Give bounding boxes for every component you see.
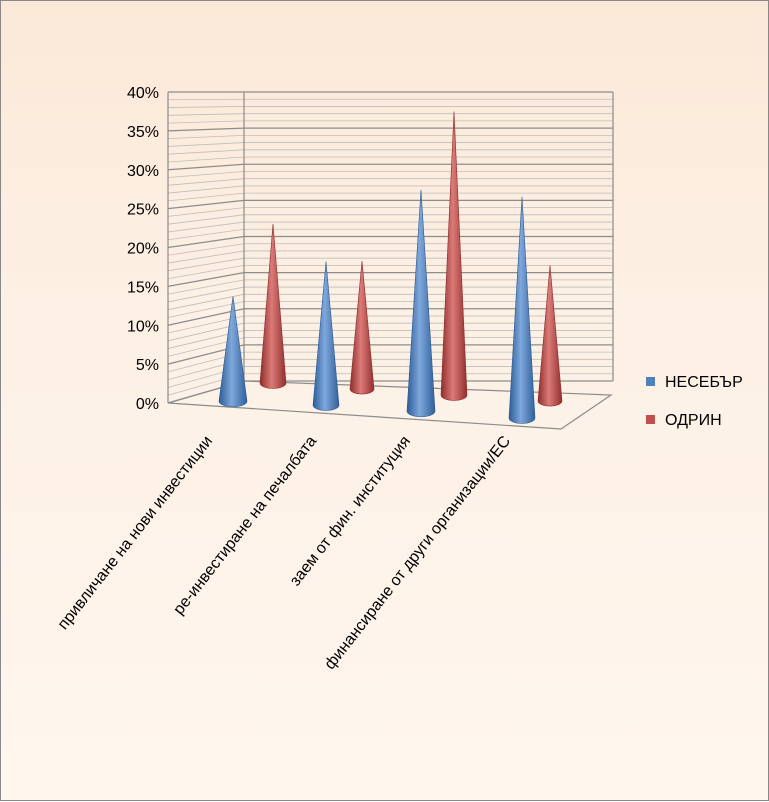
floor-plane [167,380,613,430]
major-gridline [167,127,613,132]
minor-gridline [167,178,613,186]
major-gridline [167,163,613,171]
legend-label: ОДРИН [665,412,722,429]
y-tick-label: 40% [127,85,159,102]
y-tick-label: 0% [136,396,159,413]
minor-gridline [167,185,613,194]
cone-mark [349,261,375,395]
minor-gridline [167,142,613,147]
minor-gridline [167,257,613,272]
cone-body [259,223,287,389]
cone-mark [259,223,287,389]
category-label: финансиране от други организации/ЕС [322,433,515,673]
y-tick-label: 20% [127,241,159,258]
y-tick-label: 30% [127,163,159,180]
cone-body [349,261,375,395]
minor-gridline [167,250,613,264]
cone-body [440,111,468,401]
y-tick-label: 15% [127,279,159,296]
minor-gridline [167,171,613,178]
legend-swatch [646,415,655,424]
cone-body [312,261,340,411]
cone-mark [537,265,563,407]
cone-mark [312,261,340,411]
minor-gridline [167,264,613,279]
y-tick-label: 35% [127,124,159,141]
y-tick-label: 25% [127,202,159,219]
minor-gridline [167,156,613,163]
minor-gridline [167,243,613,256]
cone-mark [508,196,536,424]
legend-label: НЕСЕБЪР [665,374,743,391]
minor-gridline [167,106,613,108]
y-tick-label: 5% [136,357,159,374]
cone-body [406,189,436,418]
minor-gridline [167,149,613,155]
cone-mark [218,296,248,408]
minor-gridline [167,98,613,101]
cone-mark [406,189,436,418]
minor-gridline [167,134,613,140]
minor-gridline [167,120,613,124]
minor-gridline [167,192,613,202]
cone-body [508,196,536,424]
cone-mark [440,111,468,401]
legend-swatch [646,377,655,386]
cone-body [537,265,563,407]
major-gridline [167,235,613,249]
minor-gridline [167,214,613,225]
minor-gridline [167,113,613,116]
cone-body [218,296,248,408]
y-tick-label: 10% [127,318,159,335]
